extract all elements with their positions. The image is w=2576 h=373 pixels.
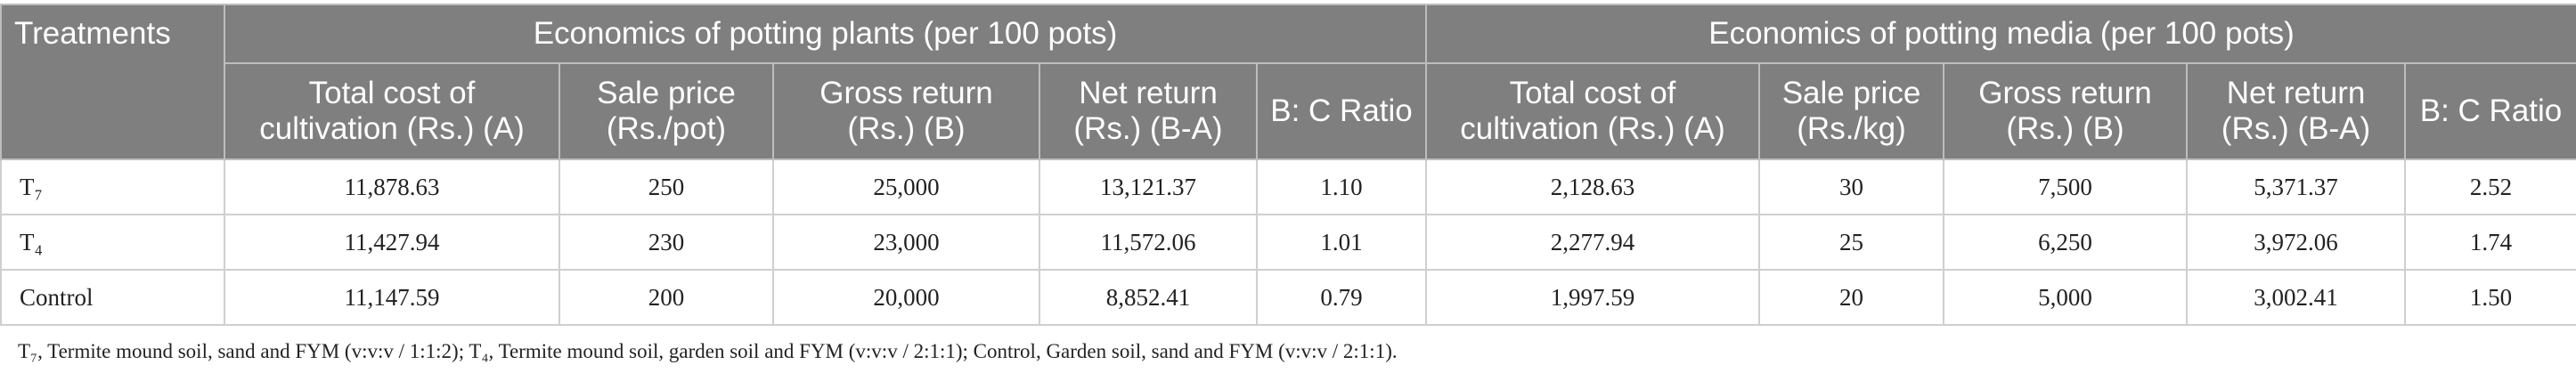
- table-cell: 25,000: [772, 158, 1040, 215]
- column-header: Net return (Rs.) (B-A): [2186, 62, 2407, 160]
- table-row: Control 11,147.59 200 20,000 8,852.41 0.79 1,9…: [0, 269, 2576, 326]
- table-cell: 2,128.63: [1425, 158, 1761, 215]
- table-cell: 6,250: [1943, 214, 2189, 271]
- table-cell: 3,972.06: [2186, 214, 2407, 271]
- table-cell: 11,147.59: [224, 269, 560, 326]
- column-header: B: C Ratio: [2404, 62, 2576, 160]
- table-cell: 30: [1758, 158, 1945, 215]
- table-cell: 11,572.06: [1039, 214, 1258, 271]
- table-cell: 13,121.37: [1039, 158, 1258, 215]
- table-cell: 200: [558, 269, 774, 326]
- table-cell: 20: [1758, 269, 1945, 326]
- column-header: Gross return (Rs.) (B): [1943, 62, 2189, 160]
- table-cell: 25: [1758, 214, 1945, 271]
- table-cell: T₇: [0, 158, 225, 215]
- table-cell: 2,277.94: [1425, 214, 1761, 271]
- table-cell: 0.79: [1255, 269, 1428, 326]
- table-cell: 5,000: [1943, 269, 2189, 326]
- table-cell: 5,371.37: [2186, 158, 2407, 215]
- table-cell: 23,000: [772, 214, 1040, 271]
- table-cell: 7,500: [1943, 158, 2189, 215]
- group-header: Economics of potting plants (per 100 pot…: [223, 4, 1428, 64]
- column-header: B: C Ratio: [1255, 62, 1428, 160]
- table-cell: 11,427.94: [224, 214, 560, 271]
- column-header: Total cost of cultivation (Rs.) (A): [1425, 62, 1761, 160]
- table-row: T₇ 11,878.63 250 25,000 13,121.37 1.10 2,128.6…: [0, 158, 2576, 215]
- group-header: Economics of potting media (per 100 pots…: [1425, 4, 2576, 64]
- table-cell: 2.52: [2404, 158, 2576, 215]
- table-cell: 1,997.59: [1425, 269, 1761, 326]
- footnote: T₇, Termite mound soil, sand and FYM (v:…: [18, 340, 1398, 362]
- table-row: T₄ 11,427.94 230 23,000 11,572.06 1.01 2,277.9…: [0, 214, 2576, 271]
- header-cell: Treatments: [0, 4, 225, 160]
- column-header: Total cost of cultivation (Rs.) (A): [224, 62, 560, 160]
- table-cell: 8,852.41: [1039, 269, 1258, 326]
- column-header: Gross return (Rs.) (B): [772, 62, 1040, 160]
- table-cell: 1.50: [2404, 269, 2576, 326]
- table-cell: 20,000: [772, 269, 1040, 326]
- table-cell: 230: [558, 214, 774, 271]
- table-cell: 1.10: [1255, 158, 1428, 215]
- economics-table: Treatments Economics of potting plants (p…: [0, 4, 2576, 326]
- table-cell: 250: [558, 158, 774, 215]
- column-header: Net return (Rs.) (B-A): [1039, 62, 1258, 160]
- table-cell: Control: [0, 269, 225, 326]
- table-cell: 1.01: [1255, 214, 1428, 271]
- table-cell: 11,878.63: [224, 158, 560, 215]
- column-header: Sale price (Rs./kg): [1758, 62, 1945, 160]
- column-header: Sale price (Rs./pot): [558, 62, 774, 160]
- table-cell: T₄: [0, 214, 225, 271]
- table-cell: 1.74: [2404, 214, 2576, 271]
- table-cell: 3,002.41: [2186, 269, 2407, 326]
